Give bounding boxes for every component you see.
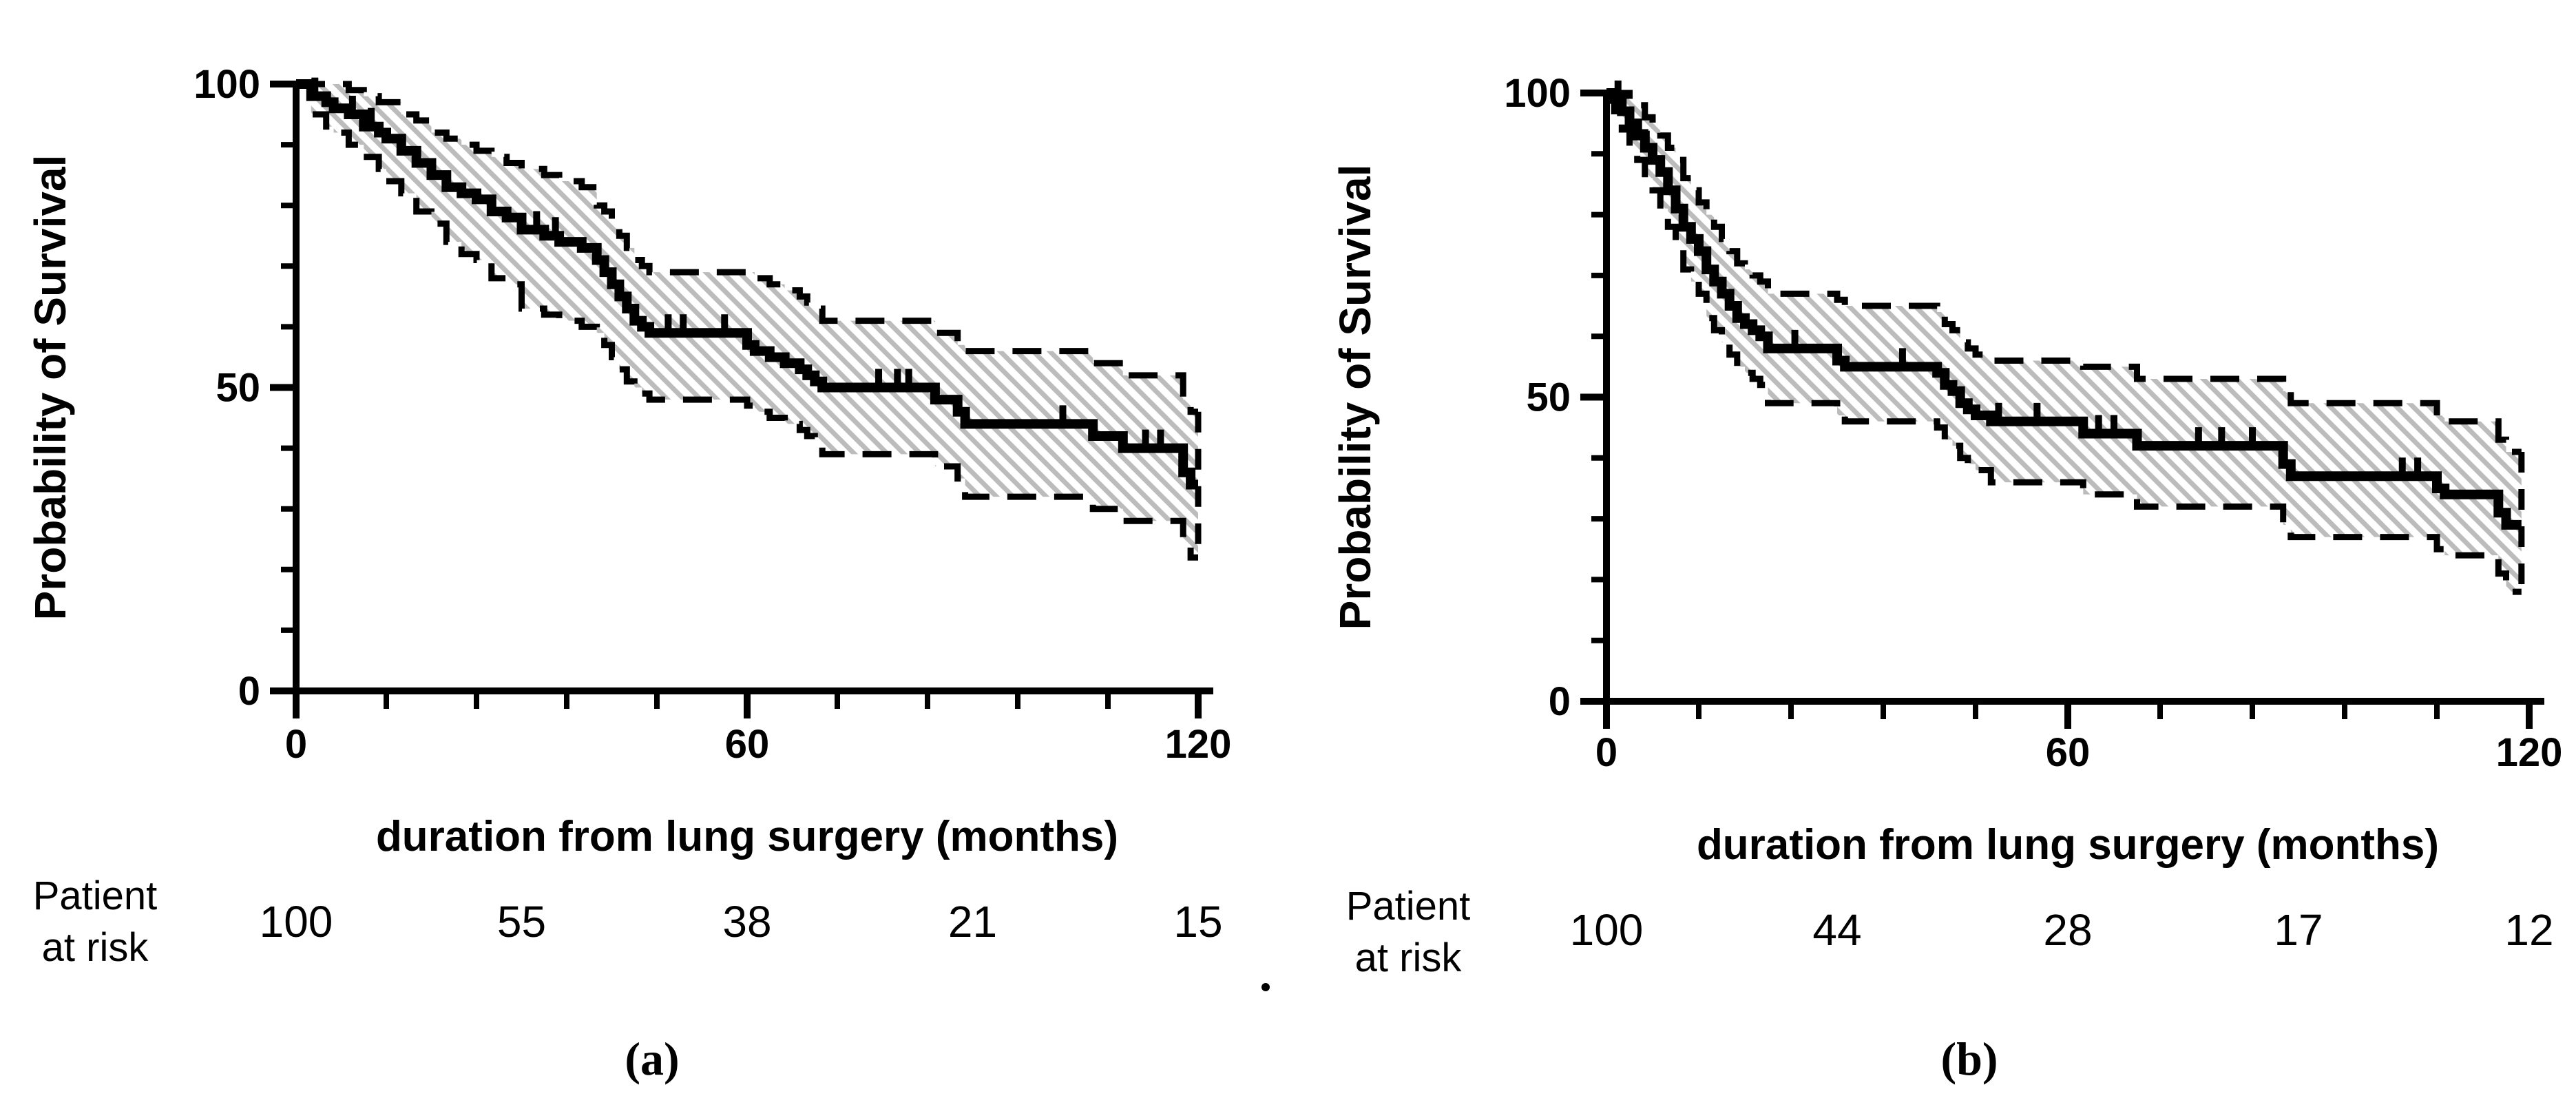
at-risk-row-label: Patient xyxy=(33,873,158,918)
ci-upper-bound xyxy=(1606,90,2522,455)
x-tick-label: 60 xyxy=(725,722,770,767)
at-risk-count: 21 xyxy=(948,897,997,946)
at-risk-count: 100 xyxy=(1570,905,1644,955)
ci-lower-bound xyxy=(1606,90,2522,595)
y-tick-label: 100 xyxy=(193,62,260,107)
y-tick-label: 100 xyxy=(1504,71,1571,116)
survival-curve xyxy=(296,79,1198,490)
x-tick-label: 0 xyxy=(1595,730,1617,775)
at-risk-count: 100 xyxy=(260,897,333,946)
at-risk-count: 15 xyxy=(1173,897,1222,946)
ci-band xyxy=(1606,93,2522,592)
at-risk-count: 38 xyxy=(722,897,771,946)
at-risk-count: 44 xyxy=(1812,905,1861,955)
km-panel-a: 0 50 100 0 60 120 duration from lung surgery (… xyxy=(25,62,1231,1085)
at-risk-row-label: at risk xyxy=(1355,935,1463,980)
km-panel-b: 0 50 100 0 60 120 duration from lung surgery (… xyxy=(1330,71,2562,1085)
y-tick-label: 0 xyxy=(238,669,260,714)
x-axis-title: duration from lung surgery (months) xyxy=(376,813,1118,860)
y-axis-title: Probability of Survival xyxy=(1330,165,1380,630)
survival-curve xyxy=(1606,88,2522,530)
x-tick-label: 120 xyxy=(1165,722,1232,767)
at-risk-row-label: Patient xyxy=(1346,884,1471,929)
at-risk-count: 12 xyxy=(2504,905,2553,955)
y-tick-label: 50 xyxy=(1526,375,1571,420)
ci-upper-bound xyxy=(296,81,1198,415)
x-tick-label: 120 xyxy=(2496,730,2563,775)
at-risk-row-label: at risk xyxy=(42,925,149,970)
x-tick-label: 60 xyxy=(2046,730,2091,775)
y-tick-label: 50 xyxy=(216,366,260,411)
panel-letter: (b) xyxy=(1940,1033,1998,1085)
at-risk-count: 28 xyxy=(2043,905,2092,955)
x-axis-title: duration from lung surgery (months) xyxy=(1697,821,2439,869)
ci-lower-bound xyxy=(296,81,1198,561)
ci-band xyxy=(296,84,1198,558)
x-tick-label: 0 xyxy=(285,722,307,767)
at-risk-count: 17 xyxy=(2274,905,2323,955)
y-tick-label: 0 xyxy=(1549,679,1571,724)
panel-letter: (a) xyxy=(625,1033,679,1085)
y-axis-title: Probability of Survival xyxy=(25,155,75,621)
stray-period-mark xyxy=(1261,983,1270,991)
at-risk-count: 55 xyxy=(497,897,546,946)
